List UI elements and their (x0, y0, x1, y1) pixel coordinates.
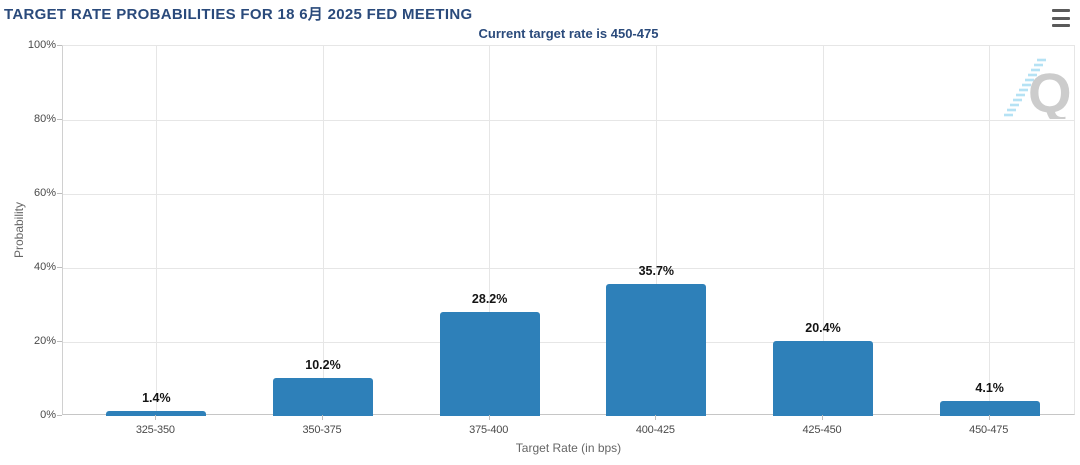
probability-bar-350-375[interactable] (273, 378, 373, 416)
x-tick (155, 415, 157, 420)
x-tick (988, 415, 990, 420)
bar-value-label: 10.2% (305, 358, 341, 373)
bar-value-label: 20.4% (805, 320, 841, 335)
x-tick-label: 350-375 (302, 424, 342, 436)
plot-area: Q 1.4% 10.2% 28.2% 35.7% 20.4% 4.1% (62, 45, 1075, 416)
bar-value-label: 4.1% (975, 380, 1004, 395)
y-tick (57, 341, 62, 342)
hamburger-menu-icon (1052, 24, 1070, 27)
watermark-logo-icon: Q (1004, 58, 1072, 119)
x-tick-label: 375-400 (469, 424, 509, 436)
x-gridline (822, 46, 824, 414)
y-gridline (63, 193, 1074, 195)
y-tick-label: 20% (33, 335, 56, 347)
x-tick (322, 415, 323, 420)
x-gridline (155, 46, 157, 414)
svg-text:Q: Q (1028, 61, 1072, 119)
y-tick-label: 100% (27, 39, 56, 51)
y-tick-label: 80% (33, 113, 56, 125)
x-tick (822, 415, 823, 420)
hamburger-menu-icon (1052, 16, 1070, 20)
y-gridline (63, 119, 1074, 121)
hamburger-menu-icon (1052, 9, 1070, 12)
probability-bar-375-400[interactable] (439, 311, 540, 416)
y-tick (57, 267, 62, 268)
y-gridline (63, 341, 1074, 343)
x-tick-label: 325-350 (135, 424, 175, 436)
x-gridline (489, 46, 491, 414)
hamburger-menu-button[interactable] (1052, 9, 1072, 27)
x-tick-label: 400-425 (635, 424, 675, 436)
x-gridline (322, 46, 324, 414)
probability-bar-400-425[interactable] (606, 283, 707, 416)
x-tick-label: 450-475 (969, 424, 1009, 436)
y-tick (57, 193, 62, 194)
x-gridline (989, 46, 991, 414)
bar-value-label: 1.4% (142, 390, 171, 405)
y-tick (57, 45, 62, 46)
x-tick (488, 415, 490, 420)
y-tick-label: 40% (33, 261, 56, 273)
probability-bar-450-475[interactable] (939, 400, 1040, 416)
bar-value-label: 28.2% (471, 291, 508, 306)
probability-bar-425-450[interactable] (773, 340, 873, 416)
y-tick (57, 119, 62, 120)
probability-bar-325-350[interactable] (106, 410, 207, 416)
y-tick-label: 60% (33, 187, 56, 199)
y-tick (57, 415, 62, 416)
x-axis-title: Target Rate (in bps) (515, 441, 622, 455)
y-axis-title: Probability (12, 201, 26, 259)
y-tick-label: 0% (40, 409, 56, 421)
chart-subtitle: Current target rate is 450-475 (478, 26, 659, 41)
bar-value-label: 35.7% (638, 263, 675, 278)
x-gridline (655, 46, 657, 414)
x-tick (655, 415, 657, 420)
chart-title: TARGET RATE PROBABILITIES FOR 18 6月 2025… (4, 6, 473, 23)
x-tick-label: 425-450 (802, 424, 842, 436)
y-gridline (63, 267, 1074, 269)
